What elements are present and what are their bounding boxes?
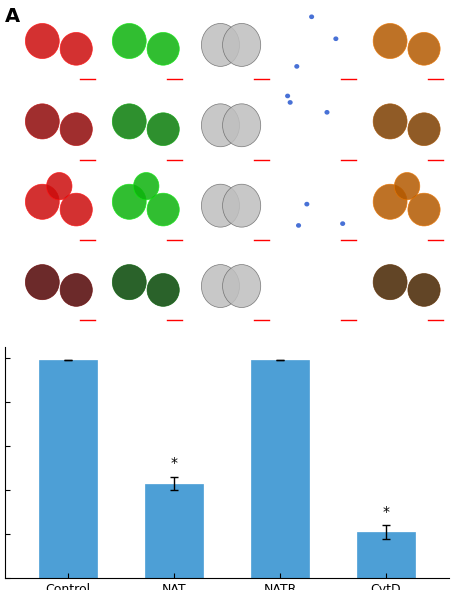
Bar xyxy=(145,484,203,578)
Text: Merge: Merge xyxy=(388,8,427,21)
Ellipse shape xyxy=(373,104,407,139)
Ellipse shape xyxy=(25,264,59,300)
Text: NATR: NATR xyxy=(5,191,15,221)
Text: visible: visible xyxy=(213,8,253,21)
Ellipse shape xyxy=(296,223,301,228)
Ellipse shape xyxy=(112,24,146,58)
Text: Actin: Actin xyxy=(130,8,162,21)
Ellipse shape xyxy=(112,264,146,300)
Ellipse shape xyxy=(294,64,299,68)
Bar xyxy=(251,360,309,578)
Bar xyxy=(357,532,415,578)
Text: *: * xyxy=(382,505,390,519)
Ellipse shape xyxy=(112,104,146,139)
Ellipse shape xyxy=(147,32,179,65)
Bar xyxy=(39,360,97,578)
Ellipse shape xyxy=(147,193,179,226)
Ellipse shape xyxy=(287,100,293,105)
Ellipse shape xyxy=(222,24,261,67)
Ellipse shape xyxy=(60,193,92,226)
Ellipse shape xyxy=(202,264,240,307)
Ellipse shape xyxy=(373,24,407,58)
Ellipse shape xyxy=(60,274,92,306)
Ellipse shape xyxy=(202,104,240,147)
Ellipse shape xyxy=(60,32,92,65)
Ellipse shape xyxy=(395,172,420,200)
Text: *: * xyxy=(171,456,178,470)
Text: control: control xyxy=(5,25,15,64)
Ellipse shape xyxy=(147,274,179,306)
Ellipse shape xyxy=(133,172,159,200)
Ellipse shape xyxy=(202,184,240,227)
Ellipse shape xyxy=(408,32,440,65)
Ellipse shape xyxy=(25,24,59,58)
Text: CytD: CytD xyxy=(5,273,15,300)
Ellipse shape xyxy=(202,24,240,67)
Ellipse shape xyxy=(60,113,92,146)
Ellipse shape xyxy=(147,113,179,146)
Ellipse shape xyxy=(325,110,330,114)
Ellipse shape xyxy=(222,184,261,227)
Ellipse shape xyxy=(222,104,261,147)
Ellipse shape xyxy=(112,184,146,219)
Ellipse shape xyxy=(333,37,338,41)
Ellipse shape xyxy=(309,14,314,19)
Ellipse shape xyxy=(373,264,407,300)
Ellipse shape xyxy=(222,264,261,307)
Ellipse shape xyxy=(304,202,309,206)
Ellipse shape xyxy=(408,193,440,226)
Text: F-actin: F-actin xyxy=(38,8,81,21)
Ellipse shape xyxy=(340,221,345,226)
Ellipse shape xyxy=(408,274,440,306)
Text: A: A xyxy=(5,8,20,27)
Ellipse shape xyxy=(25,184,59,219)
Ellipse shape xyxy=(373,184,407,219)
Text: NAT: NAT xyxy=(5,114,15,136)
Text: DAPI: DAPI xyxy=(306,8,335,21)
Ellipse shape xyxy=(47,172,72,200)
Ellipse shape xyxy=(25,104,59,139)
Ellipse shape xyxy=(285,94,290,99)
Ellipse shape xyxy=(408,113,440,146)
